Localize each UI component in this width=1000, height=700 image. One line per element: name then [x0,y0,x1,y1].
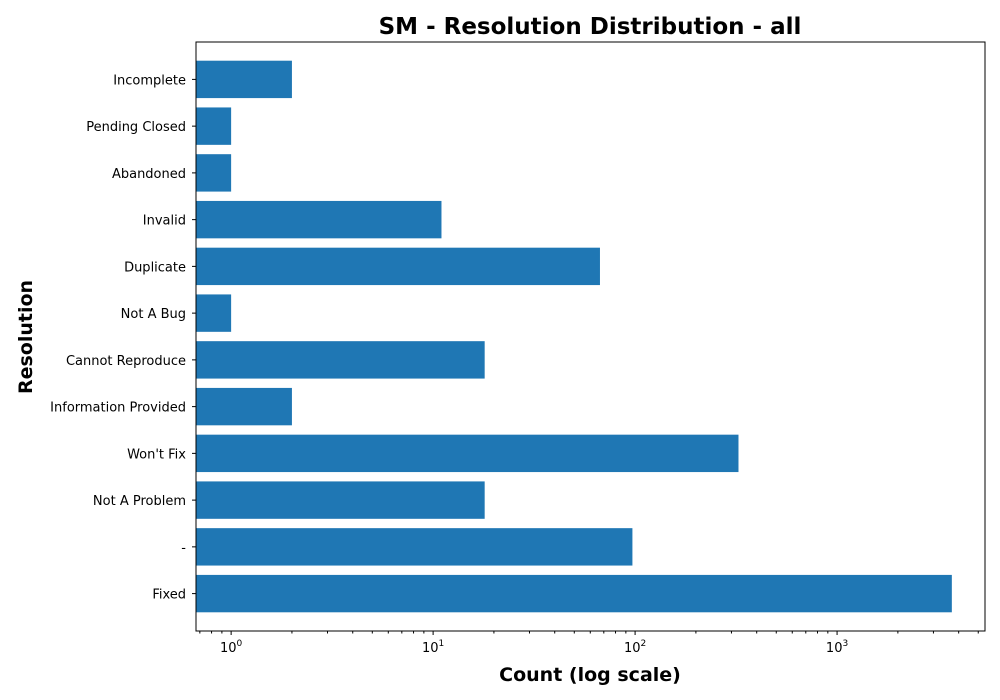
bar [196,201,441,238]
x-axis-ticks: 100 101 102 103 [200,631,978,656]
y-tick-label: Information Provided [50,401,186,416]
bar [196,107,231,144]
y-tick-label: Cannot Reproduce [66,354,186,369]
bar [196,248,600,285]
bar [196,341,485,378]
bar [196,481,485,518]
bar [196,575,952,612]
y-tick-label: Abandoned [112,167,186,182]
y-tick-label: Not A Bug [121,307,186,322]
y-tick-label: Invalid [143,214,186,229]
bar [196,435,738,472]
y-tick-label: Incomplete [113,73,186,88]
x-axis-label: Count (log scale) [499,664,681,686]
x-tick-label: 100 [220,639,243,656]
bar [196,528,632,565]
y-tick-label: Not A Problem [93,494,186,509]
y-tick-label: - [181,541,186,556]
y-tick-label: Won't Fix [127,447,186,462]
bar [196,61,292,98]
y-tick-label: Duplicate [124,260,186,275]
bar [196,154,231,191]
bar [196,388,292,425]
y-axis-ticks: Fixed - Not A Problem Won't Fix Information … [50,73,196,602]
bar [196,294,231,331]
x-tick-label: 102 [624,639,646,656]
y-axis-label: Resolution [15,280,37,394]
y-tick-label: Fixed [152,588,186,603]
x-tick-label: 103 [826,639,848,656]
chart-title: SM - Resolution Distribution - all [379,14,802,40]
x-tick-label: 101 [422,639,444,656]
bar-group [196,61,952,613]
y-tick-label: Pending Closed [86,120,186,135]
